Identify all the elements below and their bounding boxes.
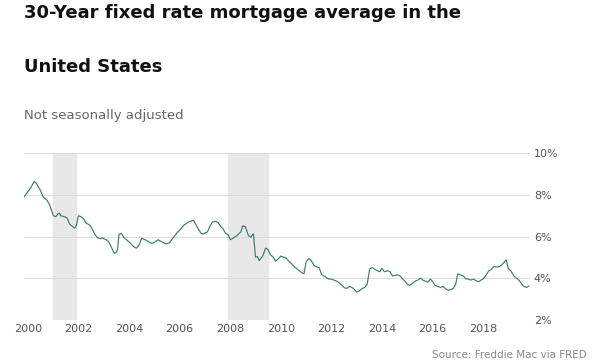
Text: Source: Freddie Mac via FRED: Source: Freddie Mac via FRED — [432, 351, 587, 360]
Bar — [228, 153, 268, 320]
Text: Not seasonally adjusted: Not seasonally adjusted — [24, 109, 184, 122]
Bar — [53, 153, 76, 320]
Text: 30-Year fixed rate mortgage average in the: 30-Year fixed rate mortgage average in t… — [24, 4, 461, 21]
Text: United States: United States — [24, 58, 163, 76]
